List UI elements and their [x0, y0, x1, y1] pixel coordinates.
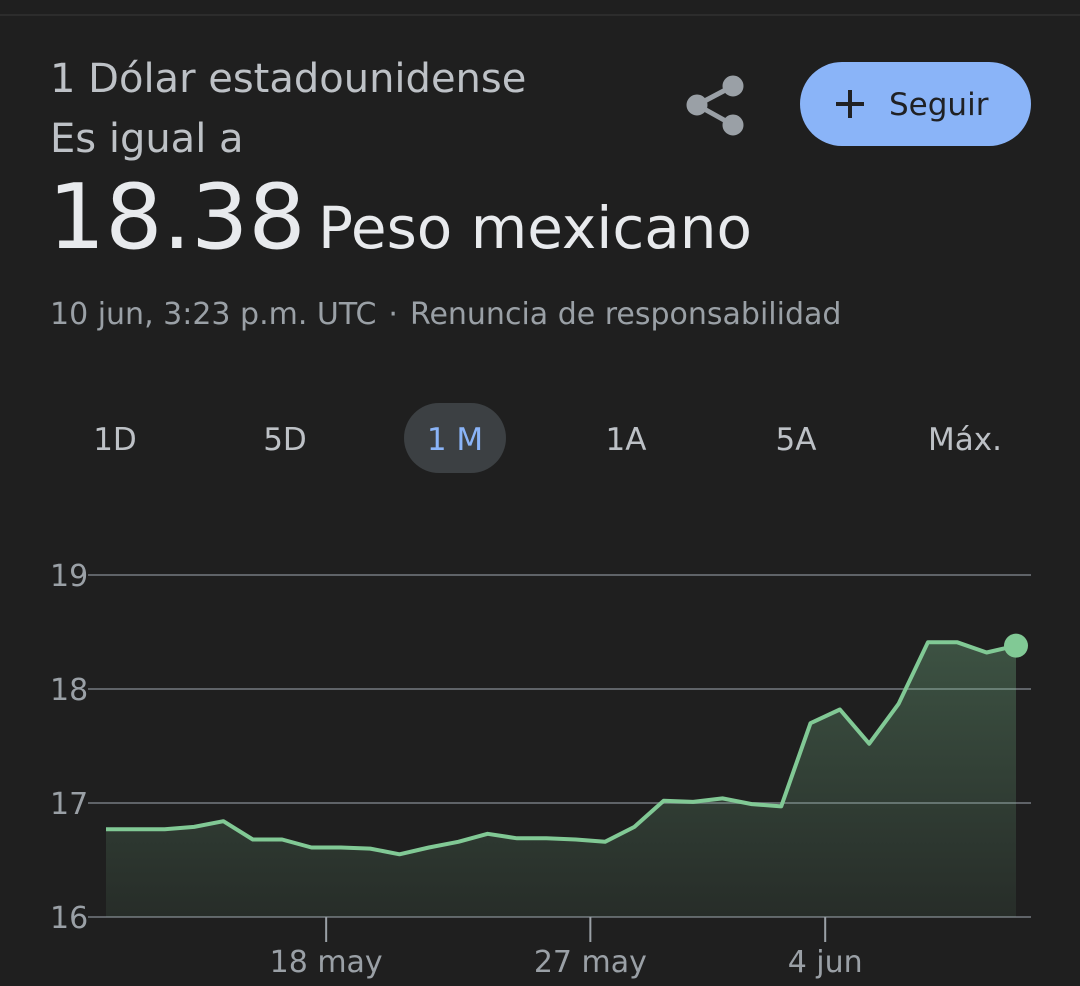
tab-label: 1D [93, 422, 137, 458]
range-tabs: 1D 5D 1 M 1A 5A Máx. [93, 403, 1002, 473]
tab-label: 5D [263, 422, 307, 458]
range-tab[interactable]: 5A [776, 422, 817, 458]
tab-label: 1 M [427, 422, 483, 458]
range-tab[interactable]: 1A [606, 422, 647, 458]
x-tick-label: 27 may [534, 945, 647, 980]
plus-icon [836, 90, 864, 118]
follow-button[interactable]: Seguir [800, 62, 1031, 146]
timestamp: 10 jun, 3:23 p.m. UTC [50, 297, 376, 332]
range-tab[interactable]: 1 M [404, 403, 506, 473]
equals: Es igual a [50, 116, 244, 162]
separator: · [388, 297, 398, 332]
y-tick-label: 19 [50, 559, 88, 594]
y-tick-label: 16 [50, 901, 88, 936]
chart: 16 17 18 19 18 may 27 may 4 jun [50, 559, 1031, 980]
share-button[interactable] [686, 75, 744, 136]
x-tick-label: 18 may [270, 945, 383, 980]
line [106, 640, 1017, 857]
amount: 1 Dólar estadounidense [50, 56, 526, 102]
range-tab[interactable]: 5D [263, 422, 307, 458]
currency: Peso mexicano [318, 194, 752, 262]
meta-line: 10 jun, 3:23 p.m. UTC · Renuncia de respon… [50, 297, 841, 332]
range-tab[interactable]: Máx. [928, 422, 1002, 458]
x-tick-label: 4 jun [788, 945, 863, 980]
disclaimer[interactable]: Renuncia de responsabilidad [410, 297, 841, 332]
share-icon [722, 75, 744, 97]
share-icon [722, 114, 744, 136]
end-point [1004, 633, 1028, 658]
tab-label: 5A [776, 422, 817, 458]
follow-label: Seguir [889, 87, 989, 123]
tab-label: Máx. [928, 422, 1002, 458]
y-tick-label: 18 [50, 673, 88, 708]
rate-value: 18.38 [48, 165, 306, 270]
share-icon [686, 94, 708, 116]
tab-label: 1A [606, 422, 647, 458]
follow-button-bg [800, 62, 1031, 146]
range-tab[interactable]: 1D [93, 422, 137, 458]
y-tick-label: 17 [50, 787, 88, 822]
tab-highlight [404, 403, 506, 473]
